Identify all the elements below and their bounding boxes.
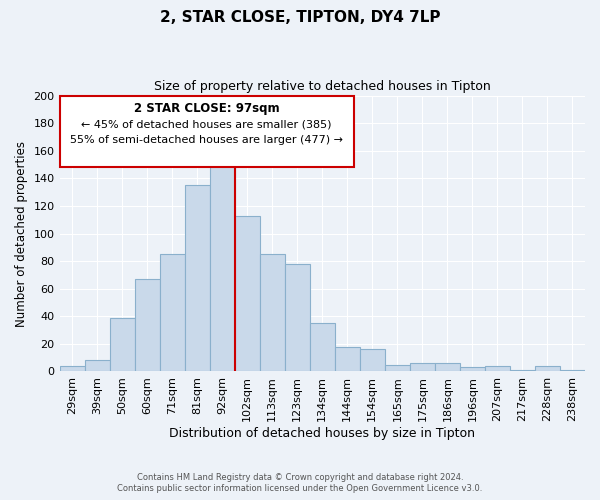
Bar: [235, 216, 260, 372]
Bar: [285, 264, 310, 372]
Text: 2, STAR CLOSE, TIPTON, DY4 7LP: 2, STAR CLOSE, TIPTON, DY4 7LP: [160, 10, 440, 25]
Bar: [335, 346, 360, 372]
Y-axis label: Number of detached properties: Number of detached properties: [15, 140, 28, 326]
Bar: [485, 366, 510, 372]
Bar: [510, 370, 535, 372]
Bar: [435, 363, 460, 372]
Bar: [360, 350, 385, 372]
Bar: [209, 150, 235, 372]
Text: ← 45% of detached houses are smaller (385): ← 45% of detached houses are smaller (38…: [82, 119, 332, 129]
Bar: [260, 254, 285, 372]
Title: Size of property relative to detached houses in Tipton: Size of property relative to detached ho…: [154, 80, 491, 93]
Text: 2 STAR CLOSE: 97sqm: 2 STAR CLOSE: 97sqm: [134, 102, 280, 114]
Text: Contains HM Land Registry data © Crown copyright and database right 2024.: Contains HM Land Registry data © Crown c…: [137, 472, 463, 482]
Bar: [134, 279, 160, 372]
X-axis label: Distribution of detached houses by size in Tipton: Distribution of detached houses by size …: [169, 427, 475, 440]
Text: Contains public sector information licensed under the Open Government Licence v3: Contains public sector information licen…: [118, 484, 482, 493]
Bar: [385, 364, 410, 372]
Bar: [460, 368, 485, 372]
Bar: [85, 360, 110, 372]
Text: 55% of semi-detached houses are larger (477) →: 55% of semi-detached houses are larger (…: [70, 134, 343, 144]
Bar: [410, 363, 435, 372]
Bar: [310, 323, 335, 372]
Bar: [185, 185, 209, 372]
Bar: [59, 366, 85, 372]
Bar: [160, 254, 185, 372]
Bar: [110, 318, 134, 372]
Bar: [535, 366, 560, 372]
Bar: [560, 370, 585, 372]
